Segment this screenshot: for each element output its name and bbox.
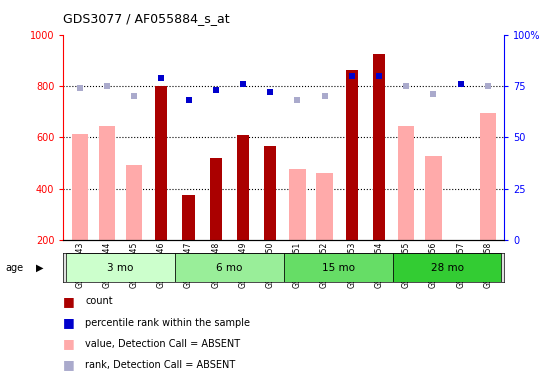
Bar xyxy=(264,146,276,240)
Bar xyxy=(316,173,333,240)
Text: count: count xyxy=(85,296,113,306)
Bar xyxy=(373,54,385,240)
Bar xyxy=(72,134,88,240)
Bar xyxy=(284,253,393,282)
Bar xyxy=(237,135,249,240)
Bar xyxy=(155,86,168,240)
Bar xyxy=(398,126,414,240)
Bar xyxy=(209,158,222,240)
Text: 15 mo: 15 mo xyxy=(322,263,355,273)
Text: age: age xyxy=(6,263,24,273)
Text: rank, Detection Call = ABSENT: rank, Detection Call = ABSENT xyxy=(85,360,236,370)
Bar xyxy=(99,126,115,240)
Text: GDS3077 / AF055884_s_at: GDS3077 / AF055884_s_at xyxy=(63,12,230,25)
Text: ■: ■ xyxy=(63,337,75,350)
Bar xyxy=(66,253,175,282)
Text: 28 mo: 28 mo xyxy=(430,263,463,273)
Text: 6 mo: 6 mo xyxy=(216,263,242,273)
Text: percentile rank within the sample: percentile rank within the sample xyxy=(85,318,250,328)
Bar xyxy=(126,165,142,240)
Bar xyxy=(425,156,441,240)
Bar xyxy=(182,195,195,240)
Bar xyxy=(393,253,501,282)
Bar xyxy=(345,70,358,240)
Bar xyxy=(480,113,496,240)
Text: ■: ■ xyxy=(63,358,75,371)
Text: ■: ■ xyxy=(63,316,75,329)
Bar xyxy=(175,253,284,282)
Text: ▶: ▶ xyxy=(36,263,44,273)
Bar xyxy=(289,169,306,240)
Text: ■: ■ xyxy=(63,295,75,308)
Text: 3 mo: 3 mo xyxy=(107,263,134,273)
Text: value, Detection Call = ABSENT: value, Detection Call = ABSENT xyxy=(85,339,241,349)
